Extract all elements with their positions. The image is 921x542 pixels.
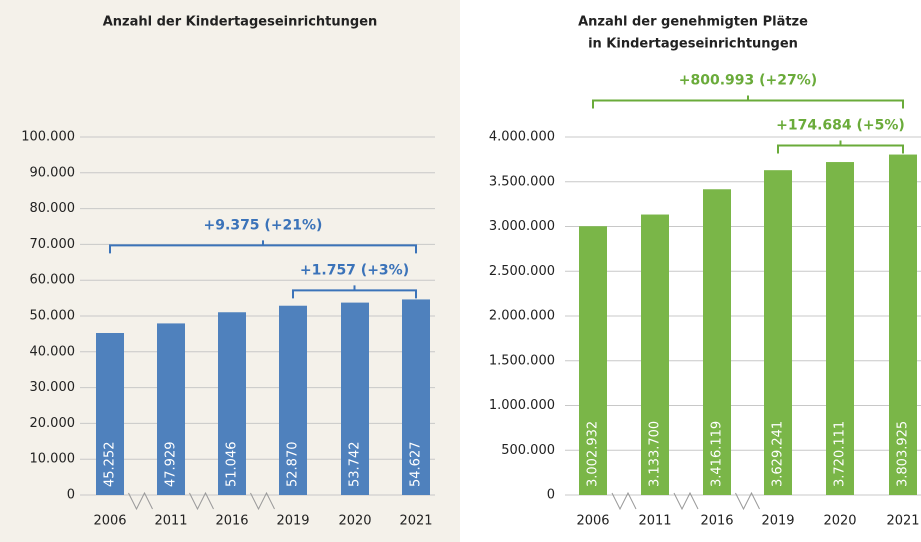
bar — [157, 323, 185, 495]
x-tick-label: 2021 — [886, 514, 919, 529]
x-tick-label: 2019 — [276, 514, 309, 529]
y-tick-label: 10.000 — [30, 452, 76, 467]
chart-title: Anzahl der Kindertageseinrichtungen — [103, 15, 378, 30]
x-tick-label: 2020 — [338, 514, 371, 529]
data-label: 3.629.241 — [771, 421, 786, 487]
bar — [641, 214, 669, 495]
y-tick-label: 100.000 — [21, 130, 75, 145]
x-tick-label: 2016 — [215, 514, 248, 529]
bar — [341, 302, 369, 495]
data-label: 51.046 — [225, 442, 240, 488]
x-tick-label: 2019 — [761, 514, 794, 529]
y-tick-label: 60.000 — [30, 273, 76, 288]
x-tick-label: 2011 — [154, 514, 187, 529]
data-label: 52.870 — [286, 442, 301, 488]
axis-break — [128, 491, 153, 511]
data-label: 53.742 — [348, 442, 363, 488]
axis-break — [735, 491, 760, 511]
annotation: +1.757 (+3%) — [300, 262, 409, 278]
y-tick-label: 80.000 — [30, 201, 76, 216]
x-tick-label: 2011 — [638, 514, 671, 529]
y-tick-label: 70.000 — [30, 237, 76, 252]
y-tick-label: 0 — [67, 488, 75, 503]
x-tick-label: 2006 — [576, 514, 609, 529]
y-tick-label: 50.000 — [30, 309, 76, 324]
y-tick-label: 3.000.000 — [489, 219, 555, 234]
bar — [764, 170, 792, 496]
bracket — [292, 285, 417, 299]
y-tick-label: 500.000 — [501, 443, 555, 458]
annotation: +9.375 (+21%) — [204, 217, 323, 233]
y-tick-label: 4.000.000 — [489, 130, 555, 145]
x-tick-label: 2021 — [399, 514, 432, 529]
data-label: 54.627 — [409, 442, 424, 488]
bracket — [109, 240, 417, 254]
data-label: 45.252 — [103, 442, 118, 488]
bar — [703, 189, 731, 495]
data-label: 3.133.700 — [648, 421, 663, 487]
x-tick-label: 2006 — [93, 514, 126, 529]
bracket — [592, 95, 904, 109]
y-tick-label: 2.500.000 — [489, 264, 555, 279]
y-tick-label: 0 — [547, 488, 555, 503]
chart-title: in Kindertageseinrichtungen — [588, 37, 798, 52]
axis-break — [673, 491, 699, 511]
data-label: 3.002.932 — [586, 421, 601, 487]
x-tick-label: 2016 — [700, 514, 733, 529]
bar — [96, 332, 124, 495]
axis-break — [189, 491, 214, 511]
y-tick-label: 90.000 — [30, 165, 76, 180]
y-tick-label: 1.000.000 — [489, 398, 555, 413]
y-tick-label: 20.000 — [30, 416, 76, 431]
y-tick-label: 3.500.000 — [489, 174, 555, 189]
data-label: 47.929 — [164, 442, 179, 488]
axis-break — [250, 491, 275, 511]
bar — [218, 312, 246, 495]
x-tick-label: 2020 — [823, 514, 856, 529]
bar — [826, 162, 854, 496]
bracket — [777, 140, 904, 154]
axis-break — [611, 491, 637, 511]
y-tick-label: 40.000 — [30, 344, 76, 359]
y-tick-label: 30.000 — [30, 380, 76, 395]
bar — [889, 154, 917, 495]
chart-title: Anzahl der genehmigten Plätze — [578, 15, 808, 30]
bar — [279, 305, 307, 495]
data-label: 3.803.925 — [896, 421, 911, 487]
data-label: 3.720.111 — [833, 421, 848, 487]
data-label: 3.416.119 — [710, 421, 725, 487]
y-tick-label: 2.000.000 — [489, 309, 555, 324]
bar — [402, 299, 430, 495]
bar — [579, 226, 607, 495]
annotation: +800.993 (+27%) — [679, 73, 817, 89]
y-tick-label: 1.500.000 — [489, 353, 555, 368]
annotation: +174.684 (+5%) — [776, 118, 905, 134]
